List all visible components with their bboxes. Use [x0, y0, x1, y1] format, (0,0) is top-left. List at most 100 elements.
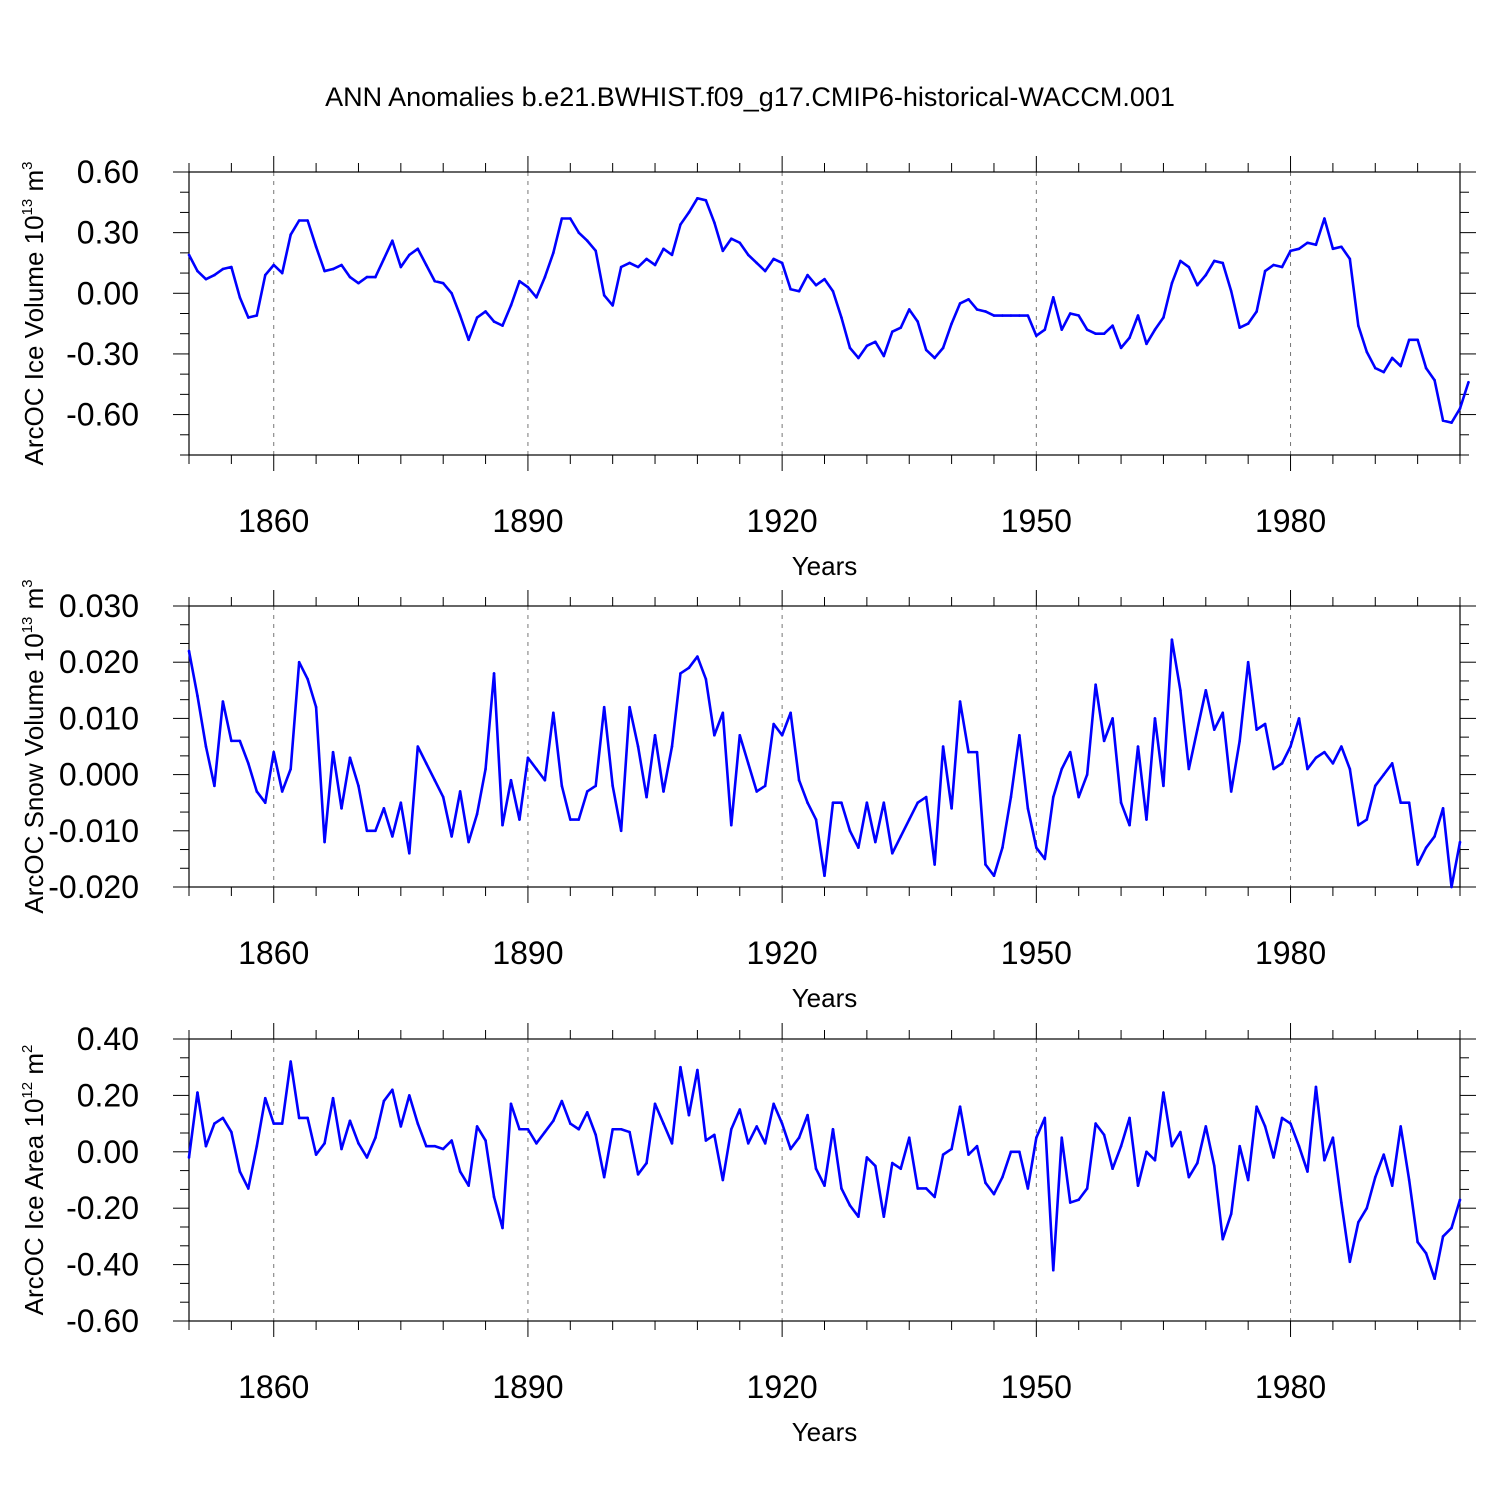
data-point — [1306, 767, 1309, 771]
y-tick-label: 0.00 — [77, 275, 139, 311]
data-point — [670, 253, 674, 257]
data-point — [441, 795, 445, 799]
panel-snow-volume: 0.030 0.020 0.010 0.000 -0.010 -0.020 1860 1890… — [19, 579, 1476, 1013]
data-point — [196, 1091, 199, 1094]
data-point — [1085, 773, 1089, 776]
data-point — [518, 279, 521, 283]
data-point — [967, 750, 970, 754]
x-tick-label: 1860 — [238, 503, 309, 539]
data-point — [187, 1156, 191, 1159]
data-point — [840, 316, 843, 319]
data-point — [721, 1178, 725, 1182]
data-point — [721, 711, 725, 715]
data-point — [509, 304, 513, 307]
data-point — [552, 711, 555, 715]
y-axis-label-base: ArcOC Ice Area 10 — [19, 1099, 49, 1316]
data-point — [424, 263, 428, 267]
data-point — [594, 1133, 598, 1137]
data-point — [560, 217, 564, 220]
y-tick-label: 0.40 — [77, 1021, 139, 1057]
data-point — [331, 267, 335, 271]
data-point — [933, 863, 936, 866]
data-point — [1280, 1116, 1284, 1120]
data-point — [890, 1161, 894, 1165]
data-point — [1357, 1221, 1360, 1224]
data-point — [391, 239, 394, 243]
data-point — [1196, 283, 1199, 287]
panel-ice-volume: 0.60 0.30 0.00 -0.30 -0.60 1860 1890 1920 1950 19… — [19, 154, 1476, 581]
data-point — [1111, 1167, 1114, 1171]
data-point — [1170, 638, 1174, 642]
data-point — [501, 823, 504, 827]
data-point — [1018, 314, 1021, 317]
panel-ice-area: 0.40 0.20 0.00 -0.20 -0.40 -0.60 1860 1890 1920 1… — [19, 1021, 1476, 1447]
data-point — [306, 1116, 309, 1120]
data-point — [1212, 728, 1216, 731]
data-point — [814, 818, 818, 821]
data-point — [823, 1184, 826, 1187]
data-point — [1068, 1201, 1072, 1204]
y-tick-label: 0.010 — [59, 700, 139, 736]
data-point — [1424, 846, 1428, 849]
data-point — [484, 1139, 487, 1142]
data-point — [577, 1127, 581, 1131]
data-point — [636, 745, 640, 748]
data-point — [560, 1099, 564, 1103]
data-point — [857, 1215, 860, 1218]
data-point — [280, 1122, 284, 1125]
data-point — [1441, 419, 1445, 422]
data-point — [679, 223, 682, 226]
y-tick-label: -0.20 — [66, 1190, 139, 1226]
data-point — [1297, 247, 1301, 251]
data-point — [653, 733, 657, 737]
data-point — [297, 660, 301, 664]
data-point — [1373, 784, 1377, 788]
y-tick-label: 0.020 — [59, 644, 139, 680]
data-point — [441, 1147, 445, 1151]
data-point — [518, 1127, 521, 1131]
data-point — [1357, 324, 1360, 327]
data-point — [1255, 310, 1258, 313]
data-points-ice-volume — [187, 196, 1470, 424]
data-point — [857, 846, 860, 849]
data-point — [916, 320, 920, 323]
data-point — [1424, 366, 1428, 370]
data-point — [1263, 269, 1267, 273]
data-point — [399, 265, 403, 269]
data-point — [984, 1181, 987, 1185]
data-point — [611, 304, 614, 307]
data-point — [416, 745, 420, 748]
data-point — [1204, 1125, 1208, 1128]
data-point — [823, 277, 826, 281]
data-point — [1331, 247, 1335, 251]
data-point — [704, 1139, 708, 1142]
data-point — [729, 823, 733, 827]
data-point — [509, 1102, 513, 1106]
data-point — [713, 221, 716, 224]
data-point — [374, 275, 377, 279]
data-point — [1179, 689, 1182, 692]
data-point — [230, 739, 233, 743]
data-point — [1407, 1178, 1411, 1182]
data-point — [806, 273, 809, 277]
data-point — [662, 247, 665, 251]
data-point — [365, 1156, 369, 1159]
data-point — [1212, 259, 1216, 263]
data-point — [772, 722, 775, 726]
data-point — [789, 1147, 792, 1151]
data-point — [424, 1144, 428, 1148]
data-point — [636, 1173, 640, 1176]
data-point — [1433, 1277, 1436, 1280]
data-point — [679, 1065, 682, 1069]
data-point — [314, 1153, 318, 1156]
data-point — [1221, 1237, 1225, 1241]
data-point — [535, 296, 538, 299]
data-point — [738, 241, 742, 245]
data-point — [1136, 314, 1140, 317]
data-point — [323, 1142, 326, 1145]
data-point — [365, 829, 369, 833]
data-point — [374, 1136, 377, 1139]
data-point — [746, 762, 750, 765]
y-tick-label: 0.030 — [59, 588, 139, 624]
data-point — [899, 326, 903, 329]
